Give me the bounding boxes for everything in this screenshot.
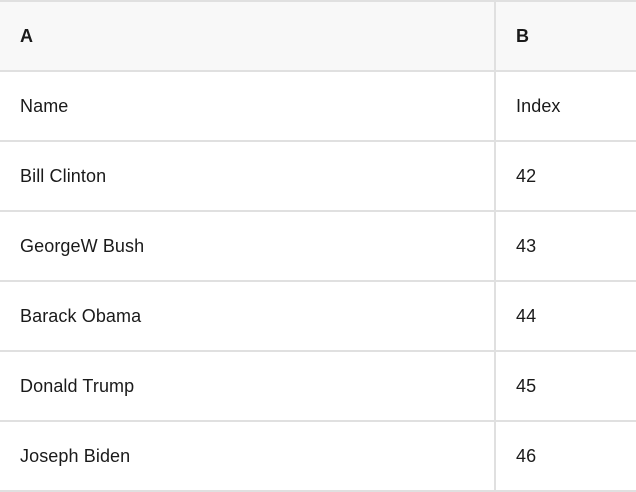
table-row: Donald Trump 45 [0,352,636,422]
table-row: Bill Clinton 42 [0,142,636,212]
table-row: Barack Obama 44 [0,282,636,352]
cell-b3[interactable]: 43 [516,235,537,256]
cell-a6[interactable]: Joseph Biden [0,422,496,490]
cell-a4[interactable]: Barack Obama [0,282,496,350]
column-header-b[interactable]: B [516,25,530,46]
cell-a5[interactable]: Donald Trump [0,352,496,420]
cell-a1[interactable]: Name [0,72,496,140]
cell-b1[interactable]: Index [516,95,561,116]
column-header-a[interactable]: A [0,2,496,70]
cell-b5[interactable]: 45 [516,375,537,396]
cell-b2[interactable]: 42 [516,165,537,186]
table-row: Joseph Biden 46 [0,422,636,492]
cell-a3[interactable]: GeorgeW Bush [0,212,496,280]
table-row: Name Index [0,72,636,142]
table-header-row: A B [0,2,636,72]
table-row: GeorgeW Bush 43 [0,212,636,282]
cell-b4[interactable]: 44 [516,305,537,326]
cell-b6[interactable]: 46 [516,445,537,466]
cell-a2[interactable]: Bill Clinton [0,142,496,210]
